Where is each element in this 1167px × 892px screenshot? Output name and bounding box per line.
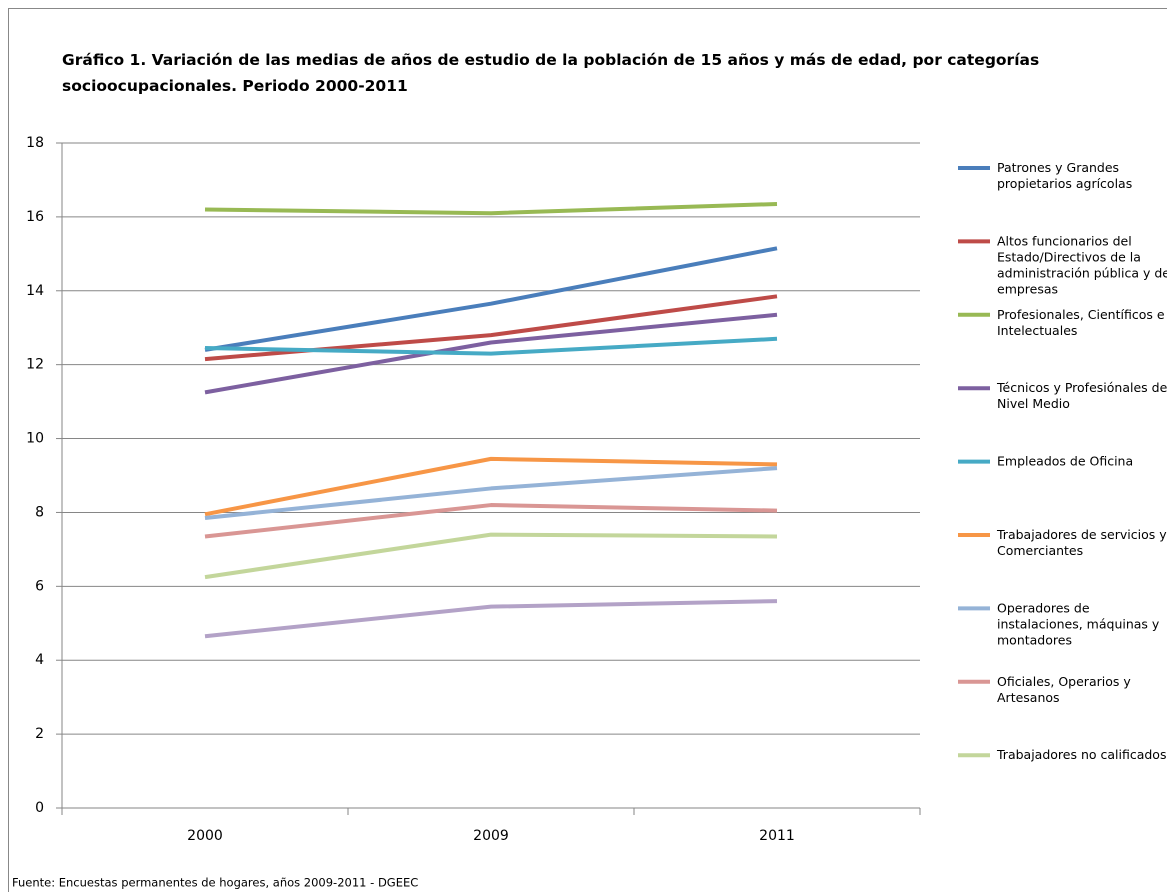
series-line (204, 336, 778, 356)
y-tick-label: 6 (35, 578, 44, 594)
x-tick-label: 2011 (759, 828, 795, 844)
y-tick-label: 14 (26, 283, 44, 299)
y-tick-label: 16 (26, 209, 44, 225)
legend-label: Patrones y Grandes propietarios agrícola… (997, 160, 1132, 191)
y-tick-label: 18 (26, 135, 44, 151)
legend-label: Técnicos y Profesiónales de Nivel Medio (996, 380, 1167, 411)
y-tick-label: 8 (35, 504, 44, 520)
legend-label: Trabajadores de servicios y Comerciantes (996, 527, 1167, 558)
series-line (204, 312, 778, 395)
source-note: Fuente: Encuestas permanentes de hogares… (12, 876, 418, 890)
series-line (204, 503, 778, 539)
series-line (204, 599, 778, 639)
series-line (204, 532, 778, 580)
y-tick-label: 2 (35, 726, 44, 742)
series-line (204, 246, 778, 352)
series-line (204, 201, 778, 216)
legend-label: Oficiales, Operarios y Artesanos (997, 673, 1135, 704)
y-tick-label: 12 (26, 357, 44, 373)
x-tick-label: 2009 (473, 828, 509, 844)
series-line (204, 466, 778, 520)
x-tick-label: 2000 (187, 828, 223, 844)
series-line (204, 456, 778, 517)
legend-label: Altos funcionarios del Estado/Directivos… (997, 233, 1167, 296)
legend-label: Empleados de Oficina (997, 453, 1133, 468)
chart-title: Gráfico 1. Variación de las medias de añ… (62, 51, 1045, 95)
y-tick-label: 4 (35, 652, 44, 668)
y-tick-label: 10 (26, 431, 44, 447)
legend-label: Trabajadores no calificados (996, 747, 1166, 762)
legend-label: Operadores de instalaciones, máquinas y … (997, 600, 1163, 647)
y-tick-label: 0 (35, 800, 44, 816)
legend-label: Profesionales, Científicos e Intelectual… (997, 306, 1167, 337)
chart-frame (8, 8, 1167, 892)
